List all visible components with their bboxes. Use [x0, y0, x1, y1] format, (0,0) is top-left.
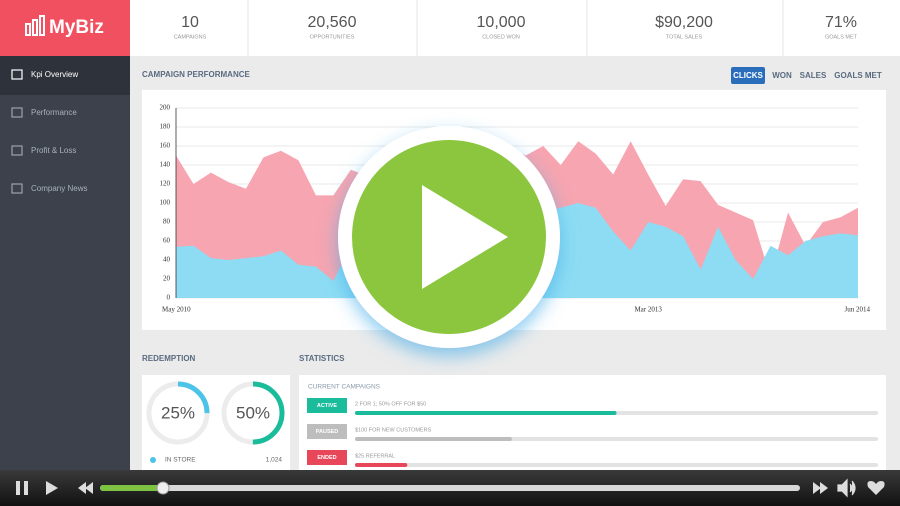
progress-fill — [355, 411, 617, 415]
x-tick-label: Jun 2014 — [845, 306, 871, 314]
progress-fill — [355, 463, 408, 467]
donut-label: 50% — [236, 403, 270, 422]
status-label: PAUSED — [316, 429, 339, 435]
y-tick-label: 80 — [163, 218, 171, 226]
brand: MyBiz — [49, 17, 104, 38]
rewind[interactable] — [78, 482, 93, 494]
stat-value: 10 — [181, 14, 199, 31]
nav-icon — [11, 183, 23, 194]
y-tick-label: 120 — [160, 180, 171, 188]
stats-header — [130, 0, 900, 56]
section-title: CAMPAIGN PERFORMANCE — [142, 70, 251, 79]
y-tick-label: 40 — [163, 256, 171, 264]
y-tick-label: 20 — [163, 275, 171, 283]
stat-label: GOALS MET — [825, 34, 858, 40]
seek-knob[interactable] — [156, 481, 170, 495]
tab[interactable]: WON — [772, 71, 792, 80]
stat-label: CLOSED WON — [482, 34, 520, 40]
logo-icon — [25, 15, 45, 36]
nav-item[interactable]: Company News — [31, 184, 87, 193]
campaign-name: 2 FOR 1; 50% OFF FOR $50 — [355, 401, 426, 407]
redemption-panel — [142, 375, 290, 475]
nav-icon — [11, 107, 23, 118]
campaign-name: $100 FOR NEW CUSTOMERS — [355, 427, 432, 433]
stat-value: 71% — [825, 14, 857, 31]
nav-icon — [11, 69, 23, 80]
y-tick-label: 200 — [160, 104, 171, 112]
nav-item[interactable]: Performance — [31, 108, 77, 117]
nav-icon — [11, 145, 23, 156]
section-title: STATISTICS — [299, 354, 345, 363]
legend-value: 1,024 — [266, 457, 283, 464]
y-tick-label: 140 — [160, 161, 171, 169]
pause-icon[interactable] — [16, 481, 20, 495]
legend-dot — [150, 457, 156, 463]
y-tick-label: 160 — [160, 142, 171, 150]
x-tick-label: May 2010 — [162, 306, 191, 314]
stat-value: 20,560 — [308, 14, 357, 31]
y-tick-label: 100 — [160, 199, 171, 207]
pause-icon[interactable] — [24, 481, 28, 495]
stat-value: $90,200 — [655, 14, 713, 31]
play-small[interactable] — [46, 481, 58, 495]
progress-fill — [355, 437, 512, 441]
seek-fill[interactable] — [100, 485, 163, 491]
donut-arc — [221, 381, 285, 445]
forward[interactable] — [813, 482, 828, 494]
status-label: ENDED — [317, 455, 336, 461]
status-badge — [307, 450, 347, 465]
tab[interactable]: SALES — [800, 71, 827, 80]
statistics-panel — [299, 375, 886, 475]
tab[interactable]: CLICKS — [733, 71, 763, 80]
subtitle: CURRENT CAMPAIGNS — [308, 384, 381, 391]
status-badge — [307, 398, 347, 413]
section-title: REDEMPTION — [142, 354, 196, 363]
x-tick-label: Mar 2013 — [634, 306, 662, 314]
stat-label: TOTAL SALES — [666, 34, 703, 40]
donut-arc — [146, 381, 210, 445]
status-badge — [307, 424, 347, 439]
legend-name: IN STORE — [165, 457, 196, 464]
nav-item[interactable]: Kpi Overview — [31, 70, 78, 79]
logo-area — [0, 0, 130, 56]
heart[interactable] — [867, 481, 885, 495]
play-icon[interactable] — [422, 185, 508, 289]
stat-value: 10,000 — [477, 14, 526, 31]
tab[interactable]: GOALS MET — [834, 71, 882, 80]
y-tick-label: 60 — [163, 237, 171, 245]
stat-label: CAMPAIGNS — [174, 34, 207, 40]
nav-item[interactable]: Profit & Loss — [31, 146, 76, 155]
donut-label: 25% — [161, 403, 195, 422]
tab-active — [731, 67, 765, 84]
y-tick-label: 0 — [167, 294, 171, 302]
stat-label: OPPORTUNITIES — [310, 34, 355, 40]
y-tick-label: 180 — [160, 123, 171, 131]
campaign-name: $25 REFERRAL — [355, 453, 395, 459]
status-label: ACTIVE — [317, 403, 338, 409]
seek-track[interactable] — [100, 485, 800, 491]
progress-track — [355, 463, 878, 467]
volume[interactable] — [837, 478, 856, 498]
